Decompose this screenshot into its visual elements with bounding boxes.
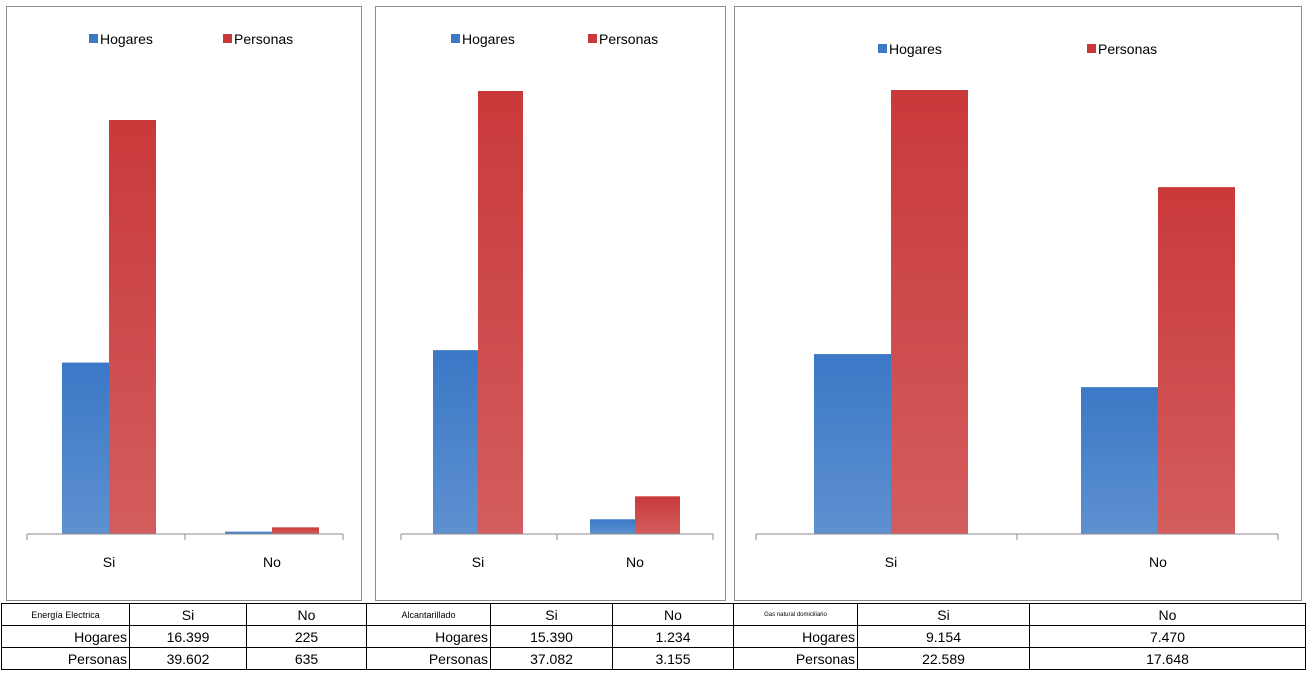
category-label-si: Si (103, 554, 115, 570)
table-cell: 22.589 (857, 647, 1030, 670)
bar-personas-si (891, 90, 968, 534)
column-header: Si (129, 603, 247, 626)
chart-alcantarillado: Hogares Personas Si No (400, 31, 714, 570)
table-cell: 15.390 (490, 625, 613, 648)
chart-energia: Hogares Personas Si No (26, 31, 344, 570)
table-cell: 1.234 (612, 625, 734, 648)
column-header: No (246, 603, 367, 626)
table-row: Hogares 15.390 1.234 (366, 625, 734, 648)
chart-panel-alcantarillado: Hogares Personas Si No (375, 6, 726, 601)
category-label-no: No (263, 554, 281, 570)
legend-swatch-personas (223, 34, 232, 43)
category-label-si: Si (885, 554, 897, 570)
chart-gas: Hogares Personas Si No (755, 41, 1279, 570)
table-cell: 37.082 (490, 647, 613, 670)
row-label: Hogares (366, 625, 491, 648)
table-cell: 635 (246, 647, 367, 670)
chart-panel-energia: Hogares Personas Si No (6, 6, 362, 601)
row-label: Hogares (733, 625, 858, 648)
category-label-no: No (626, 554, 644, 570)
row-label: Personas (366, 647, 491, 670)
column-header: Si (490, 603, 613, 626)
table-title: Energía Electrica (1, 603, 130, 626)
table-cell: 16.399 (129, 625, 247, 648)
row-label: Personas (733, 647, 858, 670)
row-label: Hogares (1, 625, 130, 648)
table-row: Personas 37.082 3.155 (366, 647, 734, 670)
column-header: No (612, 603, 734, 626)
table-gas: Gas natural domiciliario Si No Hogares 9… (733, 603, 1306, 670)
row-label: Personas (1, 647, 130, 670)
table-cell: 39.602 (129, 647, 247, 670)
table-cell: 17.648 (1029, 647, 1306, 670)
legend-label-hogares: Hogares (889, 41, 942, 57)
table-title: Alcantarillado (366, 603, 491, 626)
category-label-si: Si (472, 554, 484, 570)
bar-hogares-si (814, 354, 891, 534)
legend-label-personas: Personas (1098, 41, 1157, 57)
table-row: Personas 39.602 635 (1, 647, 367, 670)
bar-hogares-no (1081, 387, 1158, 534)
legend-swatch-personas (588, 34, 597, 43)
table-header-row: Gas natural domiciliario Si No (733, 603, 1306, 626)
legend-label-hogares: Hogares (100, 31, 153, 47)
bar-personas-si (109, 120, 156, 534)
table-title: Gas natural domiciliario (733, 603, 858, 626)
legend-swatch-hogares (878, 44, 887, 53)
table-row: Personas 22.589 17.648 (733, 647, 1306, 670)
table-cell: 3.155 (612, 647, 734, 670)
table-cell: 9.154 (857, 625, 1030, 648)
legend-label-personas: Personas (234, 31, 293, 47)
table-alcantarillado: Alcantarillado Si No Hogares 15.390 1.23… (366, 603, 734, 670)
table-cell: 7.470 (1029, 625, 1306, 648)
table-header-row: Alcantarillado Si No (366, 603, 734, 626)
bar-hogares-si (62, 362, 109, 534)
legend-swatch-personas (1087, 44, 1096, 53)
column-header: No (1029, 603, 1306, 626)
legend-swatch-hogares (451, 34, 460, 43)
bar-personas-no (1158, 187, 1235, 535)
table-row: Hogares 9.154 7.470 (733, 625, 1306, 648)
bar-hogares-no (225, 531, 272, 534)
bar-hogares-no (590, 519, 635, 534)
category-label-no: No (1149, 554, 1167, 570)
column-header: Si (857, 603, 1030, 626)
bar-hogares-si (433, 350, 478, 534)
legend-label-personas: Personas (599, 31, 658, 47)
bar-personas-si (478, 91, 523, 534)
legend-label-hogares: Hogares (462, 31, 515, 47)
table-header-row: Energía Electrica Si No (1, 603, 367, 626)
table-row: Hogares 16.399 225 (1, 625, 367, 648)
bar-personas-no (272, 527, 319, 534)
table-cell: 225 (246, 625, 367, 648)
table-energia: Energía Electrica Si No Hogares 16.399 2… (1, 603, 367, 670)
legend-swatch-hogares (89, 34, 98, 43)
bar-personas-no (635, 496, 680, 534)
chart-panel-gas: Hogares Personas Si No (734, 6, 1302, 601)
